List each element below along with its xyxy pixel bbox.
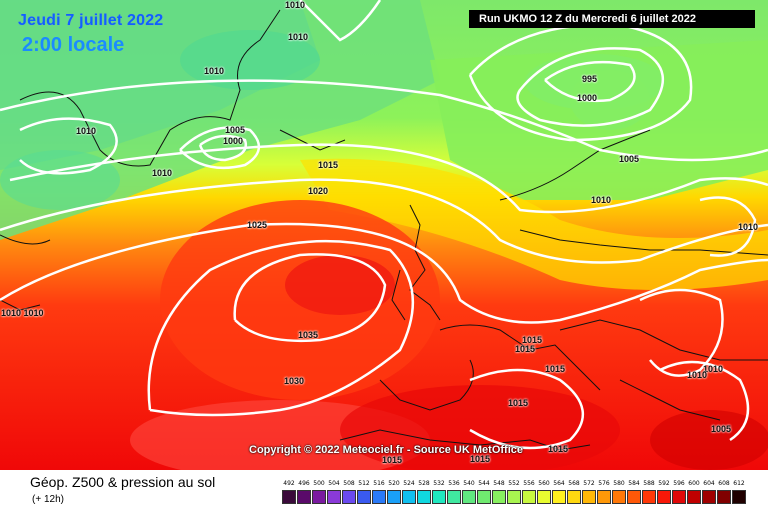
isobar-label: 1015 [548,444,569,454]
scale-tick-label: 544 [478,480,490,487]
scale-tick-label: 572 [583,480,595,487]
scale-swatch [507,490,521,504]
scale-tick-label: 576 [598,480,610,487]
scale-swatch [327,490,341,504]
scale-swatch [642,490,656,504]
scale-swatch [357,490,371,504]
isobar-label: 1010 [288,32,309,42]
scale-swatch [702,490,716,504]
scale-swatch [582,490,596,504]
isobar-label: 995 [582,74,598,84]
scale-tick-label: 588 [643,480,655,487]
isobar-label: 1010 1010 [1,308,44,318]
copyright-notice: Copyright © 2022 Meteociel.fr - Source U… [249,444,523,456]
scale-tick-label: 496 [298,480,310,487]
scale-swatch [417,490,431,504]
isobar-label: 1010 [687,370,708,380]
isobar-label: 1010 [591,195,612,205]
scale-tick-label: 568 [568,480,580,487]
model-run-label: Run UKMO 12 Z du Mercredi 6 juillet 2022 [469,10,755,28]
isobar-label: 1015 [545,364,566,374]
scale-tick-label: 560 [538,480,550,487]
scale-tick-label: 548 [493,480,505,487]
scale-tick-label: 584 [628,480,640,487]
isobar-label: 1005 [711,424,732,434]
isobar-label: 1000 [223,136,244,146]
scale-tick-label: 512 [358,480,370,487]
scale-tick-label: 604 [703,480,715,487]
scale-tick-label: 540 [463,480,475,487]
scale-swatch [297,490,311,504]
scale-swatch [387,490,401,504]
scale-tick-label: 528 [418,480,430,487]
isobar-label: 1020 [308,186,329,196]
scale-swatch [282,490,296,504]
isobar-label: 1010 [76,126,97,136]
isobar-label: 1015 [515,344,536,354]
scale-tick-label: 516 [373,480,385,487]
scale-tick-label: 508 [343,480,355,487]
scale-tick-label: 596 [673,480,685,487]
isobar-label: 1000 [577,93,598,103]
scale-swatch [312,490,326,504]
isobar-label: 1005 [225,125,246,135]
isobar-label: 1035 [298,330,319,340]
scale-swatch [402,490,416,504]
scale-swatch [597,490,611,504]
scale-swatch [372,490,386,504]
scale-swatch [342,490,356,504]
scale-swatch [522,490,536,504]
isobar-label: 1015 [508,398,529,408]
pressure-map [0,0,768,470]
isobar-label: 1010 [204,66,225,76]
scale-tick-label: 492 [283,480,295,487]
scale-tick-label: 532 [433,480,445,487]
scale-swatch [717,490,731,504]
scale-swatch [657,490,671,504]
forecast-date: Jeudi 7 juillet 2022 [18,12,164,29]
scale-swatch [462,490,476,504]
scale-swatch [432,490,446,504]
isobar-label: 1030 [284,376,305,386]
scale-tick-label: 520 [388,480,400,487]
isobar-label: 1025 [247,220,268,230]
isobar-label: 1010 [285,0,306,10]
scale-tick-label: 592 [658,480,670,487]
scale-tick-label: 504 [328,480,340,487]
isobar-label: 1010 [738,222,759,232]
scale-tick-label: 500 [313,480,325,487]
scale-swatch [732,490,746,504]
map-title: Géop. Z500 & pression au sol [30,474,216,490]
scale-tick-label: 612 [733,480,745,487]
isobar-label: 1015 [470,454,491,464]
scale-tick-label: 600 [688,480,700,487]
isobar-label: 1015 [522,335,543,345]
scale-swatch [552,490,566,504]
scale-tick-label: 524 [403,480,415,487]
scale-swatch [627,490,641,504]
isobar-label: 1005 [619,154,640,164]
isobar-label: 1015 [318,160,339,170]
scale-tick-label: 608 [718,480,730,487]
scale-swatch [612,490,626,504]
scale-swatch [672,490,686,504]
scale-swatch [537,490,551,504]
isobar-label: 1010 [152,168,173,178]
scale-tick-label: 536 [448,480,460,487]
scale-tick-label: 564 [553,480,565,487]
forecast-local-time: 2:00 locale [22,34,125,56]
isobar-label: 1010 [703,364,724,374]
scale-swatch [687,490,701,504]
scale-swatch [447,490,461,504]
forecast-offset: (+ 12h) [32,494,64,505]
scale-swatch [492,490,506,504]
scale-tick-label: 552 [508,480,520,487]
scale-tick-label: 556 [523,480,535,487]
scale-swatch [567,490,581,504]
scale-tick-label: 580 [613,480,625,487]
scale-swatch [477,490,491,504]
isobar-label: 1015 [382,455,403,465]
